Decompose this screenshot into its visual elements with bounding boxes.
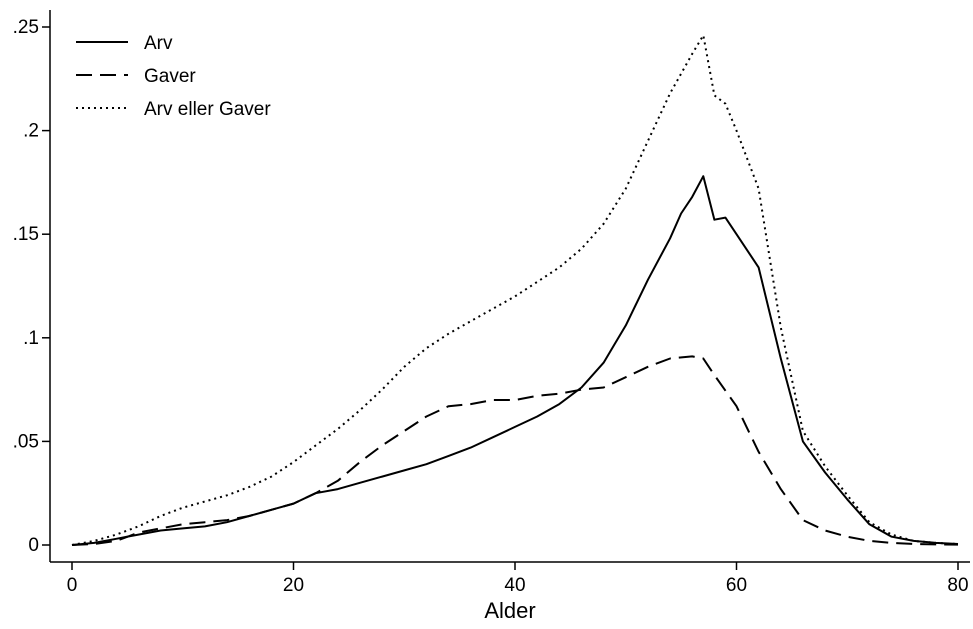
x-ticks: 0 20 40 60 80 (67, 562, 969, 596)
legend-label: Arv (144, 33, 173, 54)
x-tick-label: 0 (67, 575, 78, 596)
series-line-gaver (71, 355, 959, 546)
x-tick-label: 40 (504, 575, 525, 596)
y-tick-label: .15 (13, 224, 39, 245)
y-tick-label: .05 (13, 431, 39, 452)
legend-label: Arv eller Gaver (144, 99, 271, 120)
plot-lines (71, 34, 959, 546)
x-axis-title: Alder (484, 598, 535, 623)
y-tick-label: .1 (23, 328, 39, 349)
x-tick-label: 20 (283, 575, 304, 596)
y-ticks: 0 .05 .1 .15 .2 .25 (13, 17, 50, 556)
series-line-arv-eller-gaver (71, 34, 959, 546)
y-tick-label: .2 (23, 121, 39, 142)
x-tick-label: 80 (947, 575, 968, 596)
series-line-arv (71, 175, 959, 546)
x-tick-label: 60 (726, 575, 747, 596)
legend: Arv Gaver Arv eller Gaver (76, 33, 271, 120)
axes: 0 20 40 60 80 0 .05 .1 .15 .2 .25 Alder (13, 10, 970, 623)
y-tick-label: 0 (28, 535, 39, 556)
y-tick-label: .25 (13, 17, 39, 38)
legend-label: Gaver (144, 66, 196, 87)
